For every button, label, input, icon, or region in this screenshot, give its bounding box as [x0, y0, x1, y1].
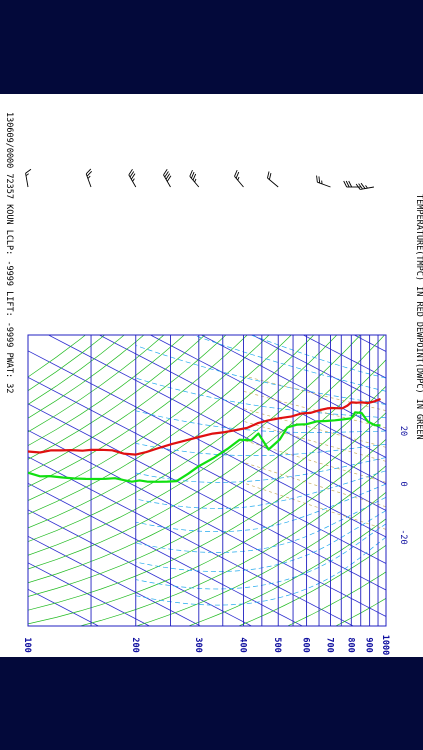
pressure-tick-label: 1000 [380, 635, 390, 655]
dry-adiabat [28, 335, 125, 405]
pressure-tick-label: 400 [238, 637, 248, 652]
temperature-tick-label: 20 [398, 426, 408, 436]
dry-adiabat [28, 335, 165, 433]
isotherm-line [251, 335, 386, 405]
moist-adiabat [192, 335, 386, 392]
dry-adiabat [135, 492, 386, 626]
wind-barb [85, 168, 93, 188]
sounding-viewer[interactable]: 130609/0000 72357 KOUN LCLP: -9999 LIFT:… [0, 94, 423, 657]
wind-barb [343, 180, 361, 188]
pressure-tick-label: 700 [325, 637, 335, 652]
temperature-tick-label: -20 [398, 529, 408, 544]
moist-adiabat [135, 483, 386, 532]
moist-adiabat [250, 335, 386, 379]
moist-adiabat [135, 443, 386, 456]
pressure-tick-label: 800 [345, 637, 355, 652]
isotherm-line [353, 335, 386, 352]
dry-adiabat [78, 465, 386, 626]
wind-barb [267, 171, 279, 188]
skewt-grid [27, 334, 387, 627]
pressure-tick-label: 600 [301, 637, 311, 652]
wind-barb [163, 169, 172, 188]
wind-barb [189, 169, 200, 188]
wind-barb [128, 169, 137, 188]
dewpoint-trace [28, 411, 381, 483]
wind-barbs [25, 168, 374, 190]
tick-labels: 100 200 300 400 500 600 700 800 900 1000 -20 0 20 [22, 426, 408, 655]
dry-adiabat [187, 518, 386, 626]
dry-adiabat [28, 335, 338, 542]
plot-frame [27, 334, 387, 627]
dry-adiabat [28, 335, 106, 391]
moist-adiabat [135, 377, 386, 419]
chart-header: 130609/0000 72357 KOUN LCLP: -9999 LIFT:… [4, 112, 14, 393]
moist-adiabat [135, 470, 386, 509]
mixing-ratio-line [243, 482, 386, 530]
isotherm-line [98, 335, 386, 485]
dry-adiabat [28, 335, 227, 474]
moist-adiabat [135, 536, 386, 606]
pressure-tick-label: 900 [364, 637, 374, 652]
dry-adiabat [28, 359, 386, 584]
moist-adiabat [135, 410, 386, 433]
pressure-tick-label: 200 [130, 637, 140, 652]
temperature-trace [28, 397, 381, 456]
temperature-tick-label: 0 [398, 481, 408, 486]
wind-barb [316, 175, 331, 188]
pressure-tick-label: 500 [272, 637, 282, 652]
isotherm-line [28, 376, 386, 564]
moist-adiabat [135, 523, 386, 590]
pressure-tick-label: 300 [193, 637, 203, 652]
moist-adiabat [135, 510, 386, 572]
sounding-traces [28, 397, 381, 483]
dry-adiabat [28, 335, 145, 419]
dry-adiabat [28, 335, 185, 446]
axis-title: TEMPERATURE(TMPC) IN RED DEWPOINT(DWPC) … [414, 194, 423, 440]
moist-adiabat [135, 345, 386, 405]
isotherm-line [149, 335, 386, 458]
wind-barb [355, 182, 374, 190]
bottom-frame-bar [0, 657, 423, 750]
pressure-tick-label: 100 [22, 637, 32, 652]
dry-adiabat [28, 335, 361, 556]
skewt-chart: 130609/0000 72357 KOUN LCLP: -9999 LIFT:… [4, 112, 423, 655]
dry-adiabat [28, 335, 270, 501]
isotherm-line [302, 335, 386, 379]
wind-barb [25, 168, 32, 188]
wind-barb [234, 169, 244, 188]
dry-adiabat [28, 335, 248, 488]
top-frame-bar [0, 0, 423, 94]
